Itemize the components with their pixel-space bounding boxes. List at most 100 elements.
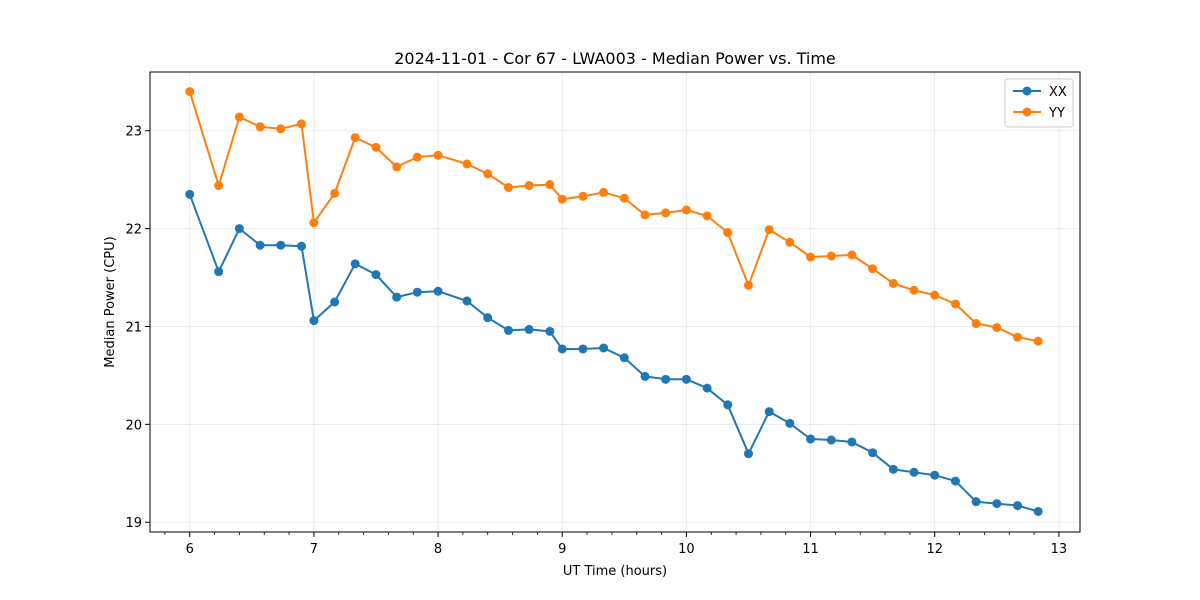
data-point-yy: [255, 122, 265, 132]
data-point-yy: [371, 142, 381, 152]
data-point-xx: [702, 383, 712, 393]
x-tick-label: 10: [678, 542, 695, 557]
data-point-xx: [557, 344, 567, 354]
data-point-yy: [557, 194, 567, 204]
x-tick-label: 13: [1051, 542, 1068, 557]
data-point-xx: [868, 448, 878, 458]
y-tick-label: 23: [125, 125, 142, 140]
data-point-xx: [930, 470, 940, 480]
data-point-yy: [412, 152, 422, 162]
data-point-xx: [599, 343, 609, 353]
data-point-xx: [661, 374, 671, 384]
x-tick-label: 8: [434, 542, 442, 557]
series-xx: [185, 189, 1043, 516]
data-point-yy: [296, 119, 306, 129]
data-point-xx: [1013, 501, 1023, 511]
data-point-xx: [503, 325, 513, 335]
y-tick-label: 20: [125, 418, 142, 433]
data-point-xx: [847, 437, 857, 447]
data-point-yy: [185, 87, 195, 97]
data-point-yy: [702, 211, 712, 221]
data-point-yy: [309, 218, 319, 228]
data-point-yy: [214, 181, 224, 191]
data-point-yy: [524, 181, 534, 191]
data-point-yy: [392, 162, 402, 172]
x-tick-label: 6: [186, 542, 194, 557]
data-point-yy: [950, 299, 960, 309]
data-point-yy: [483, 169, 493, 179]
data-point-xx: [971, 497, 981, 507]
data-point-yy: [971, 319, 981, 329]
legend-label-xx: XX: [1049, 85, 1067, 100]
data-point-xx: [309, 316, 319, 326]
grid-layer: [150, 72, 1080, 532]
data-point-yy: [1013, 332, 1023, 342]
y-tick-label: 19: [125, 516, 142, 531]
plot-frame: [149, 71, 1081, 533]
data-point-yy: [909, 285, 919, 295]
data-point-yy: [545, 180, 555, 190]
data-point-yy: [599, 187, 609, 197]
data-point-yy: [1033, 336, 1043, 346]
data-point-xx: [1033, 506, 1043, 516]
data-point-xx: [462, 296, 472, 306]
data-point-yy: [350, 133, 360, 143]
data-point-xx: [764, 407, 774, 417]
chart-title: 2024-11-01 - Cor 67 - LWA003 - Median Po…: [394, 49, 836, 68]
data-point-xx: [681, 374, 691, 384]
axis-layer: 6 7 8 9 10 11 12 13 19 20 21 22 23: [125, 125, 1067, 557]
data-point-xx: [524, 324, 534, 334]
data-point-xx: [433, 286, 443, 296]
data-point-yy: [888, 278, 898, 288]
x-tick-label: 7: [310, 542, 318, 557]
data-point-xx: [392, 292, 402, 302]
data-point-xx: [185, 189, 195, 199]
data-point-xx: [412, 287, 422, 297]
data-point-xx: [276, 240, 286, 250]
data-point-xx: [483, 313, 493, 323]
data-point-yy: [992, 322, 1002, 332]
data-point-xx: [296, 241, 306, 251]
legend: XX YY: [1004, 78, 1074, 128]
data-point-xx: [640, 371, 650, 381]
data-point-yy: [743, 280, 753, 290]
data-point-yy: [276, 124, 286, 134]
legend-label-yy: YY: [1048, 106, 1065, 121]
legend-marker-yy: [1022, 107, 1032, 117]
data-point-xx: [992, 499, 1002, 509]
series-yy: [185, 87, 1043, 346]
data-point-xx: [234, 224, 244, 234]
data-point-yy: [330, 188, 340, 198]
data-point-xx: [214, 267, 224, 277]
data-point-yy: [681, 205, 691, 215]
x-axis-label: UT Time (hours): [563, 564, 667, 579]
data-point-xx: [545, 326, 555, 336]
x-tick-label: 9: [558, 542, 566, 557]
data-point-yy: [806, 252, 816, 262]
series-layer: [185, 87, 1043, 516]
data-point-yy: [640, 210, 650, 220]
data-point-xx: [909, 467, 919, 477]
data-point-xx: [806, 434, 816, 444]
data-point-xx: [785, 418, 795, 428]
data-point-yy: [847, 250, 857, 260]
data-point-xx: [888, 464, 898, 474]
data-point-yy: [433, 150, 443, 160]
data-point-xx: [826, 435, 836, 445]
data-point-xx: [619, 353, 629, 363]
data-point-yy: [462, 159, 472, 169]
data-point-xx: [255, 240, 265, 250]
data-point-yy: [764, 225, 774, 235]
data-point-yy: [930, 290, 940, 300]
y-tick-label: 21: [125, 320, 142, 335]
data-point-xx: [723, 400, 733, 410]
legend-marker-xx: [1022, 86, 1032, 96]
data-point-xx: [350, 259, 360, 269]
data-point-yy: [661, 208, 671, 218]
x-tick-label: 12: [926, 542, 943, 557]
data-point-xx: [743, 449, 753, 459]
data-point-yy: [234, 112, 244, 122]
data-point-yy: [578, 191, 588, 201]
